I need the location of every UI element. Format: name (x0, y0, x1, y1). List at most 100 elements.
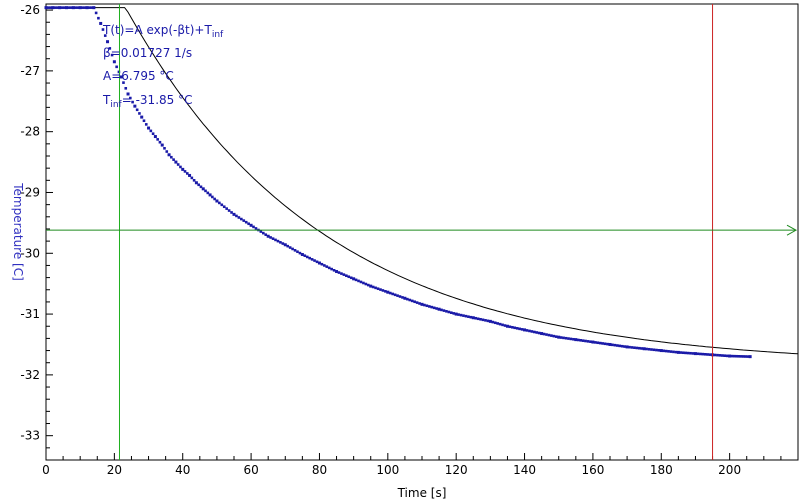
data-point (332, 269, 336, 272)
data-point (230, 211, 233, 214)
data-point (637, 346, 641, 350)
x-tick-label: 140 (513, 463, 536, 477)
data-point (388, 291, 392, 295)
data-point (108, 47, 112, 50)
data-point (117, 70, 121, 74)
data-point (106, 40, 110, 44)
data-point (691, 352, 695, 355)
x-axis-title: Time [s] (397, 486, 447, 500)
data-point (199, 185, 203, 189)
data-point (689, 351, 692, 355)
data-point (676, 350, 680, 354)
data-point (62, 6, 66, 9)
data-point (611, 343, 614, 347)
data-point (491, 320, 495, 324)
x-tick-label: 40 (175, 463, 190, 477)
data-point (364, 282, 368, 286)
data-point (601, 342, 604, 345)
data-point (508, 325, 512, 329)
data-point (232, 212, 236, 216)
data-point (410, 299, 414, 303)
data-point (325, 265, 329, 268)
data-point (213, 197, 216, 201)
data-point (625, 345, 629, 349)
data-point (486, 319, 490, 323)
y-tick-label: -26 (20, 3, 40, 17)
data-point (76, 6, 80, 9)
data-point (493, 321, 497, 325)
data-point (129, 96, 132, 100)
data-point (708, 353, 712, 356)
data-point (357, 279, 360, 283)
data-point (135, 108, 139, 112)
data-point (188, 173, 192, 177)
data-point (362, 281, 365, 285)
data-point (181, 167, 185, 171)
data-point (576, 338, 580, 342)
y-tick-label: -28 (20, 125, 40, 139)
data-point (337, 271, 341, 274)
data-point (197, 183, 200, 187)
data-point (153, 135, 157, 139)
data-point (449, 311, 453, 314)
fit-curve-layer (73, 7, 799, 355)
data-point (744, 355, 747, 358)
x-tick-label: 160 (581, 463, 604, 477)
data-point (140, 115, 144, 119)
data-point (659, 349, 663, 353)
data-point (655, 348, 658, 352)
data-point (60, 6, 64, 9)
data-point (296, 250, 299, 254)
plot-area (45, 3, 799, 461)
data-point (425, 304, 429, 308)
data-point (315, 260, 319, 264)
tinf-prefix: T (102, 93, 111, 107)
data-point (633, 346, 636, 349)
data-point (183, 170, 187, 173)
data-point (179, 165, 182, 169)
data-point (225, 207, 228, 210)
data-point (291, 247, 294, 251)
data-point (432, 306, 436, 310)
y-tick-label: -27 (20, 64, 40, 78)
data-point (540, 332, 544, 336)
data-point (119, 75, 123, 79)
data-point (447, 310, 451, 314)
data-point (748, 355, 752, 359)
data-point (379, 288, 382, 291)
data-point (46, 6, 50, 9)
y-tick-labels: -26 -27 -28 -29 -30 -31 -32 -33 (20, 3, 40, 443)
data-point (728, 354, 732, 358)
data-point (488, 319, 492, 323)
data-point (298, 251, 302, 255)
x-tick-label: 20 (107, 463, 122, 477)
data-point (330, 267, 333, 271)
data-point (452, 312, 456, 315)
data-point (423, 303, 426, 307)
data-point (403, 296, 407, 300)
data-point (591, 340, 595, 344)
data-point (706, 353, 709, 356)
data-point (674, 350, 678, 354)
data-point (415, 301, 419, 304)
data-point (718, 354, 722, 357)
data-point (308, 256, 311, 260)
x-tick-labels: 0 20 40 60 80 100 120 140 160 180 200 (42, 463, 741, 477)
data-point (608, 342, 612, 346)
data-point (669, 350, 673, 353)
data-point (713, 353, 717, 357)
data-point (725, 354, 729, 358)
data-point (56, 6, 59, 9)
data-point (190, 176, 194, 180)
data-point (78, 6, 82, 10)
data-point (172, 158, 175, 161)
data-point (288, 246, 292, 249)
data-point (696, 352, 700, 356)
data-point (564, 336, 568, 340)
data-point (126, 92, 130, 96)
formula-text: T(t)=A exp(-βt)+Tinf (102, 23, 224, 40)
data-point (746, 355, 750, 358)
data-point (369, 284, 373, 288)
data-point (730, 354, 734, 358)
